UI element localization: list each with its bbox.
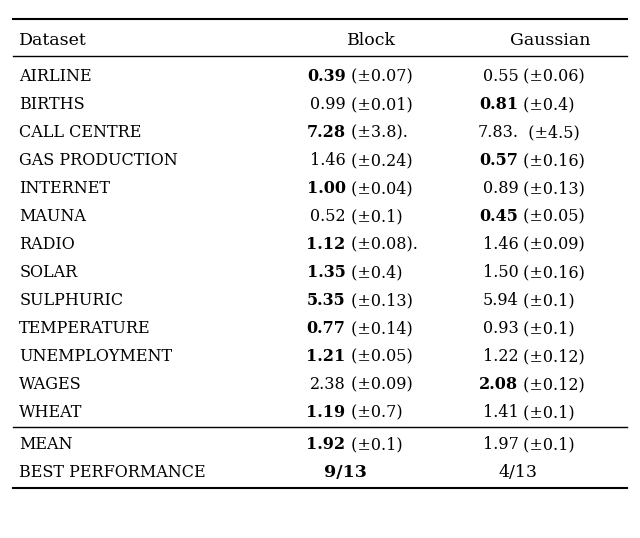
Text: WAGES: WAGES [19, 376, 82, 393]
Text: 1.41: 1.41 [483, 404, 518, 421]
Text: (±0.1): (±0.1) [518, 320, 575, 337]
Text: CALL CENTRE: CALL CENTRE [19, 124, 141, 141]
Text: BEST PERFORMANCE: BEST PERFORMANCE [19, 464, 206, 482]
Text: AIRLINE: AIRLINE [19, 68, 92, 86]
Text: MEAN: MEAN [19, 436, 73, 454]
Text: (±0.7): (±0.7) [346, 404, 402, 421]
Text: 0.39: 0.39 [307, 68, 346, 86]
Text: (±0.04): (±0.04) [346, 180, 412, 197]
Text: 5.94: 5.94 [483, 292, 518, 309]
Text: (±0.14): (±0.14) [346, 320, 412, 337]
Text: 0.93: 0.93 [483, 320, 518, 337]
Text: 2.38: 2.38 [310, 376, 346, 393]
Text: 2.08: 2.08 [479, 376, 518, 393]
Text: SOLAR: SOLAR [19, 264, 77, 281]
Text: (±0.05): (±0.05) [518, 208, 585, 225]
Text: 1.97: 1.97 [483, 436, 518, 454]
Text: 4/13: 4/13 [499, 464, 538, 482]
Text: (±0.07): (±0.07) [346, 68, 412, 86]
Text: (±4.5): (±4.5) [518, 124, 580, 141]
Text: 0.57: 0.57 [479, 152, 518, 169]
Text: 1.00: 1.00 [307, 180, 346, 197]
Text: (±0.13): (±0.13) [346, 292, 412, 309]
Text: 0.89: 0.89 [483, 180, 518, 197]
Text: 9/13: 9/13 [324, 464, 367, 482]
Text: 1.35: 1.35 [307, 264, 346, 281]
Text: 1.46: 1.46 [483, 236, 518, 253]
Text: (±0.05): (±0.05) [346, 348, 412, 365]
Text: 5.35: 5.35 [307, 292, 346, 309]
Text: RADIO: RADIO [19, 236, 75, 253]
Text: Gaussian: Gaussian [510, 32, 591, 49]
Text: GAS PRODUCTION: GAS PRODUCTION [19, 152, 178, 169]
Text: UNEMPLOYMENT: UNEMPLOYMENT [19, 348, 172, 365]
Text: (±0.08).: (±0.08). [346, 236, 417, 253]
Text: 0.55: 0.55 [483, 68, 518, 86]
Text: 1.22: 1.22 [483, 348, 518, 365]
Text: (±0.1): (±0.1) [346, 208, 402, 225]
Text: 0.52: 0.52 [310, 208, 346, 225]
Text: Block: Block [347, 32, 396, 49]
Text: 1.21: 1.21 [307, 348, 346, 365]
Text: TEMPERATURE: TEMPERATURE [19, 320, 151, 337]
Text: (±0.4): (±0.4) [518, 96, 575, 114]
Text: (±0.1): (±0.1) [518, 292, 575, 309]
Text: WHEAT: WHEAT [19, 404, 83, 421]
Text: (±0.1): (±0.1) [518, 404, 575, 421]
Text: 0.77: 0.77 [307, 320, 346, 337]
Text: (±0.09): (±0.09) [518, 236, 585, 253]
Text: 0.99: 0.99 [310, 96, 346, 114]
Text: (±0.12): (±0.12) [518, 376, 585, 393]
Text: 1.46: 1.46 [310, 152, 346, 169]
Text: (±0.24): (±0.24) [346, 152, 412, 169]
Text: (±0.01): (±0.01) [346, 96, 412, 114]
Text: 1.19: 1.19 [307, 404, 346, 421]
Text: (±0.16): (±0.16) [518, 152, 585, 169]
Text: 7.28: 7.28 [307, 124, 346, 141]
Text: (±0.13): (±0.13) [518, 180, 585, 197]
Text: (±0.16): (±0.16) [518, 264, 585, 281]
Text: MAUNA: MAUNA [19, 208, 86, 225]
Text: BIRTHS: BIRTHS [19, 96, 85, 114]
Text: 0.81: 0.81 [479, 96, 518, 114]
Text: SULPHURIC: SULPHURIC [19, 292, 124, 309]
Text: (±0.12): (±0.12) [518, 348, 585, 365]
Text: (±0.1): (±0.1) [518, 436, 575, 454]
Text: Dataset: Dataset [19, 32, 87, 49]
Text: 1.50: 1.50 [483, 264, 518, 281]
Text: (±0.4): (±0.4) [346, 264, 402, 281]
Text: 7.83.: 7.83. [477, 124, 518, 141]
Text: (±0.1): (±0.1) [346, 436, 402, 454]
Text: 1.12: 1.12 [307, 236, 346, 253]
Text: 1.92: 1.92 [307, 436, 346, 454]
Text: (±3.8).: (±3.8). [346, 124, 408, 141]
Text: 0.45: 0.45 [479, 208, 518, 225]
Text: (±0.06): (±0.06) [518, 68, 585, 86]
Text: INTERNET: INTERNET [19, 180, 110, 197]
Text: (±0.09): (±0.09) [346, 376, 412, 393]
